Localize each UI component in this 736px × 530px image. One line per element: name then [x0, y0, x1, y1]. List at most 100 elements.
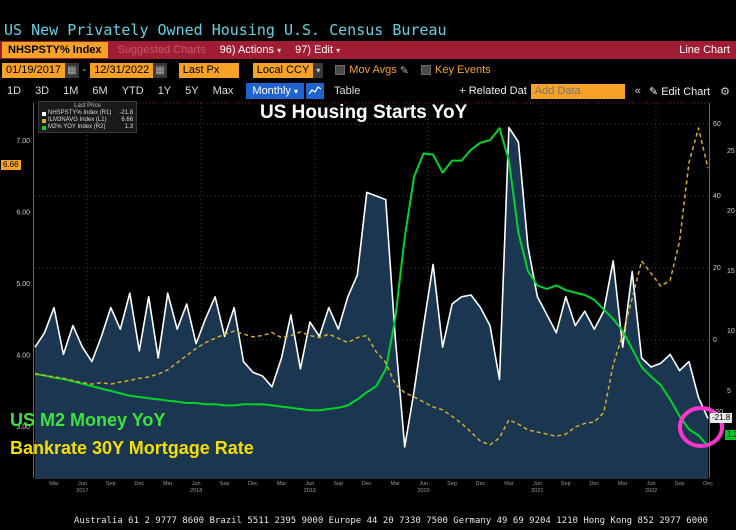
chart-title-annotation: US Housing Starts YoY [260, 102, 468, 123]
chevron-down-icon: ▾ [277, 46, 282, 55]
table-button[interactable]: Table [334, 85, 361, 97]
date-from-input[interactable]: 01/19/2017 [2, 62, 66, 78]
mortgage-rate-line [34, 127, 709, 446]
legend-label: ILM3NAVG Index (L1) [48, 117, 107, 123]
x-axis-quarter-label: Dec [362, 481, 372, 487]
edit-menu-button[interactable]: 97) Edit ▾ [295, 44, 341, 56]
legend-value: -21.8 [119, 110, 134, 116]
x-axis-quarter-label: Sep [333, 481, 343, 487]
right-axis-r2-tick-label: 20 [727, 208, 735, 215]
mortgage-last-badge: 6.66 [1, 160, 21, 170]
right-axis-r1-tick-label: 60 [713, 121, 721, 128]
security-description: US New Privately Owned Housing U.S. Cens… [4, 21, 447, 39]
x-axis-quarter-label: Jun [533, 481, 542, 487]
x-axis-quarter-label: Sep [447, 481, 457, 487]
collapse-panel-icon[interactable]: « [634, 85, 641, 97]
right-axis-r2-tick-label: 10 [727, 328, 735, 335]
pencil-icon[interactable]: ✎ [399, 64, 410, 77]
legend-item: NHSPSTY% Index (R1) -21.8 [42, 110, 133, 117]
x-axis-year-label: 2022 [645, 488, 657, 494]
highlight-circle-annotation [678, 406, 724, 448]
period-button-3d[interactable]: 3D [35, 85, 50, 97]
x-axis-year-label: 2021 [531, 488, 543, 494]
housing-starts-line [34, 126, 709, 448]
period-button-max[interactable]: Max [212, 85, 234, 97]
right-axis-r1-tick-label: -20 [713, 409, 723, 416]
housing-last-badge: -21.8 [710, 413, 733, 423]
footer-contact-line1: Australia 61 2 9777 8600 Brazil 5511 239… [74, 516, 708, 526]
date-to-input[interactable]: 12/31/2022 [90, 62, 154, 78]
right-axis-r1-tick-label: 0 [713, 337, 717, 344]
period-button-6m[interactable]: 6M [92, 85, 108, 97]
left-axis-tick-label: 4.00 [16, 353, 30, 360]
right-axis-r1-tick-label: 40 [713, 193, 721, 200]
legend-item: M2% YOY Index (R2) 1.3 [42, 124, 133, 131]
legend-value: 6.66 [121, 117, 134, 123]
m2-annotation: US M2 Money YoY [10, 410, 166, 430]
right-axis-r2-tick-label: 25 [727, 148, 735, 155]
legend-color-chip [42, 118, 46, 123]
housing-starts-area-fill [35, 127, 708, 478]
m2-yoy-line [34, 127, 709, 447]
actions-menu-button[interactable]: 96) Actions ▾ [219, 44, 282, 56]
x-axis-year-label: 2017 [76, 488, 88, 494]
edit-chart-button[interactable]: ✎ Edit Chart [648, 85, 711, 98]
field-select[interactable]: Last Px [178, 62, 239, 78]
mortgage-annotation: Bankrate 30Y Mortgage Rate [10, 438, 254, 458]
chart-controls-row: 01/19/2017 ▦ - 12/31/2022 ▦ Last Px Loca… [0, 59, 736, 81]
gear-icon[interactable]: ⚙ [720, 85, 730, 98]
chart-type-label: Line Chart [679, 44, 730, 56]
calendar-icon[interactable]: ▦ [65, 62, 79, 78]
chevron-down-icon[interactable]: ▾ [313, 62, 324, 78]
legend-rows: NHSPSTY% Index (R1) -21.8 ILM3NAVG Index (… [42, 110, 133, 131]
left-axis-tick-label: 5.00 [16, 281, 30, 288]
x-axis-quarter-label: Mar [163, 481, 173, 487]
chevron-down-icon: ▾ [294, 87, 299, 96]
x-axis-year-label: 2020 [418, 488, 430, 494]
calendar-icon[interactable]: ▦ [153, 62, 167, 78]
period-button-5y[interactable]: 5Y [185, 85, 199, 97]
x-axis-quarter-label: Sep [220, 481, 230, 487]
chart-legend[interactable]: Last Price NHSPSTY% Index (R1) -21.8 ILM3N… [38, 101, 138, 133]
x-axis-quarter-label: Sep [561, 481, 571, 487]
period-button-ytd[interactable]: YTD [121, 85, 144, 97]
add-data-input[interactable] [530, 83, 625, 99]
x-axis-quarter-label: Jun [305, 481, 314, 487]
legend-color-chip [42, 111, 46, 116]
period-buttons: 1D 3D 1M 6M YTD 1Y 5Y Max [0, 85, 240, 97]
x-axis-quarter-label: Dec [476, 481, 486, 487]
security-description-row: US New Privately Owned Housing U.S. Cens… [0, 20, 736, 41]
period-button-1d[interactable]: 1D [7, 85, 22, 97]
line-chart-icon-button[interactable] [306, 83, 325, 99]
x-axis-year-label: 2019 [304, 488, 316, 494]
legend-label: M2% YOY Index (R2) [48, 124, 106, 130]
suggested-charts-button[interactable]: Suggested Charts [117, 44, 206, 56]
x-axis-quarter-label: Dec [703, 481, 713, 487]
x-axis-quarter-label: Jun [419, 481, 428, 487]
x-axis-quarter-label: Mar [277, 481, 287, 487]
key-events-label[interactable]: Key Events [435, 64, 491, 76]
date-range-dash: - [82, 64, 87, 76]
left-axis-tick-label: 6.00 [16, 210, 30, 217]
frequency-select[interactable]: Monthly ▾ [246, 83, 305, 99]
ticker-row: NHSPST -21.8 As Of 12/3 % [0, 0, 736, 99]
legend-header: Last Price [74, 103, 101, 109]
legend-color-chip [42, 125, 46, 130]
left-axis-tick-label: 3.00 [16, 424, 30, 431]
related-data-button[interactable]: + Related Dat [459, 85, 527, 97]
currency-select[interactable]: Local CCY [252, 62, 314, 78]
right-axis-r2-tick-label: 15 [727, 268, 735, 275]
period-button-1m[interactable]: 1M [63, 85, 79, 97]
period-button-1y[interactable]: 1Y [157, 85, 172, 97]
legend-label: NHSPSTY% Index (R1) [48, 110, 112, 116]
mov-avgs-checkbox[interactable] [335, 65, 346, 75]
x-axis-quarter-label: Jun [192, 481, 201, 487]
mov-avgs-label[interactable]: Mov Avgs [349, 64, 397, 76]
terminal-footer: Australia 61 2 9777 8600 Brazil 5511 239… [0, 494, 736, 530]
key-events-checkbox[interactable] [421, 65, 432, 75]
x-axis-quarter-label: Mar [49, 481, 59, 487]
x-axis-quarter-label: Jun [647, 481, 656, 487]
security-tab[interactable]: NHSPSTY% Index [2, 42, 108, 58]
